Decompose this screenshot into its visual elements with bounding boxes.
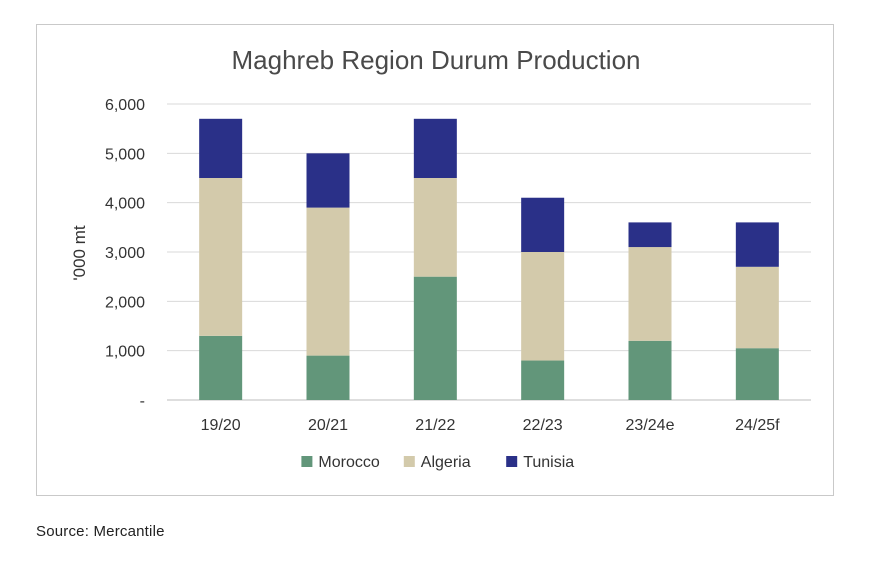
bar-morocco-20-21: [306, 355, 350, 400]
bar-morocco-21-22: [413, 276, 457, 400]
legend-label-tunisia: Tunisia: [523, 454, 574, 471]
chart-title: Maghreb Region Durum Production: [232, 45, 641, 75]
y-tick-label: 5,000: [105, 146, 145, 163]
x-tick-label: 19/20: [201, 417, 241, 434]
bar-tunisia-20-21: [306, 153, 350, 208]
bar-tunisia-21-22: [413, 118, 457, 178]
bar-tunisia-22-23: [521, 197, 565, 252]
bar-tunisia-23-24e: [628, 222, 672, 248]
legend-swatch-morocco: [301, 456, 313, 467]
y-axis-label: '000 mt: [70, 225, 89, 280]
bar-algeria-22-23: [521, 252, 565, 361]
legend-label-algeria: Algeria: [421, 454, 471, 471]
chart-svg: Maghreb Region Durum Production '000 mt …: [70, 45, 811, 471]
chart-frame: Maghreb Region Durum Production '000 mt …: [36, 24, 834, 496]
source-note: Source: Mercantile: [36, 523, 165, 540]
bar-algeria-23-24e: [628, 247, 672, 341]
x-tick-label: 24/25f: [735, 417, 780, 434]
bar-algeria-19-20: [199, 178, 243, 336]
y-tick-label: 3,000: [105, 245, 145, 262]
bar-morocco-24-25f: [735, 348, 779, 400]
legend-swatch-tunisia: [506, 456, 518, 467]
bar-tunisia-19-20: [199, 118, 243, 178]
x-tick-label: 20/21: [308, 417, 348, 434]
legend-swatch-algeria: [403, 456, 415, 467]
bar-tunisia-24-25f: [735, 222, 779, 267]
x-tick-label: 22/23: [523, 417, 563, 434]
bar-algeria-21-22: [413, 178, 457, 277]
bar-algeria-20-21: [306, 207, 350, 356]
x-tick-label: 23/24e: [626, 417, 675, 434]
bar-algeria-24-25f: [735, 266, 779, 349]
y-tick-label: 2,000: [105, 294, 145, 311]
y-tick-label: 1,000: [105, 344, 145, 361]
y-tick-label: 4,000: [105, 196, 145, 213]
bar-morocco-23-24e: [628, 340, 672, 400]
y-tick-label: 6,000: [105, 97, 145, 114]
legend-label-morocco: Morocco: [318, 454, 379, 471]
y-tick-label: -: [140, 393, 145, 410]
x-tick-label: 21/22: [415, 417, 455, 434]
bar-morocco-22-23: [521, 360, 565, 400]
bar-morocco-19-20: [199, 335, 243, 400]
